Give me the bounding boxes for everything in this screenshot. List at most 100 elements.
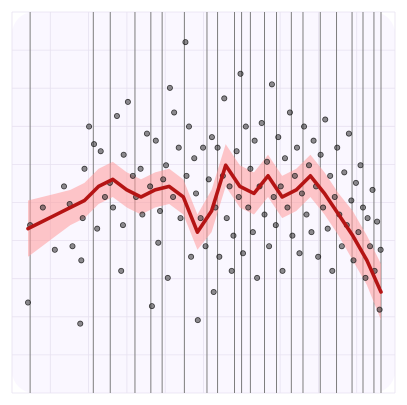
data-point bbox=[268, 81, 275, 88]
data-point bbox=[155, 239, 162, 246]
data-point bbox=[139, 211, 146, 218]
data-point bbox=[263, 158, 270, 165]
data-point bbox=[284, 204, 291, 211]
data-point bbox=[301, 123, 308, 130]
data-point bbox=[235, 193, 242, 200]
data-point bbox=[110, 204, 117, 211]
data-point bbox=[303, 211, 310, 218]
data-point bbox=[320, 204, 327, 211]
data-point bbox=[310, 137, 317, 144]
data-point bbox=[362, 274, 369, 281]
data-point bbox=[322, 116, 329, 123]
data-point bbox=[120, 151, 127, 158]
data-point bbox=[377, 246, 384, 253]
data-point bbox=[270, 193, 277, 200]
data-point bbox=[261, 211, 268, 218]
data-point bbox=[315, 253, 322, 260]
data-point bbox=[350, 257, 357, 264]
data-point bbox=[210, 288, 217, 295]
data-point bbox=[124, 98, 131, 105]
data-point bbox=[364, 215, 371, 222]
data-point bbox=[230, 232, 237, 239]
data-point bbox=[77, 320, 84, 327]
data-point bbox=[233, 148, 240, 155]
data-point bbox=[166, 84, 173, 91]
data-point bbox=[329, 267, 336, 274]
data-point bbox=[208, 134, 215, 141]
data-point bbox=[164, 274, 171, 281]
data-point bbox=[152, 137, 159, 144]
data-point bbox=[355, 229, 362, 236]
data-point bbox=[254, 274, 261, 281]
data-point bbox=[242, 123, 249, 130]
data-point bbox=[286, 109, 293, 116]
data-point bbox=[289, 232, 296, 239]
data-point bbox=[175, 144, 182, 151]
data-point bbox=[202, 243, 209, 250]
data-point bbox=[216, 253, 223, 260]
data-point bbox=[148, 303, 155, 310]
data-point bbox=[317, 151, 324, 158]
data-point bbox=[293, 144, 300, 151]
data-point bbox=[281, 155, 288, 162]
data-point bbox=[214, 144, 221, 151]
data-point bbox=[298, 190, 305, 197]
trend-line bbox=[26, 163, 383, 294]
data-point bbox=[171, 109, 178, 116]
data-point bbox=[97, 148, 104, 155]
data-point bbox=[228, 267, 235, 274]
data-point bbox=[185, 123, 192, 130]
data-point bbox=[352, 179, 359, 186]
data-point bbox=[266, 243, 273, 250]
data-point bbox=[86, 123, 93, 130]
data-point bbox=[78, 257, 85, 264]
data-point bbox=[275, 134, 282, 141]
data-point bbox=[251, 137, 258, 144]
data-point bbox=[341, 169, 348, 176]
data-point bbox=[272, 222, 279, 229]
data-point bbox=[221, 95, 228, 102]
data-point bbox=[237, 70, 244, 77]
data-point bbox=[279, 267, 286, 274]
data-point bbox=[374, 218, 381, 225]
data-point bbox=[193, 190, 200, 197]
data-point bbox=[170, 193, 177, 200]
data-point bbox=[194, 317, 201, 324]
data-point bbox=[305, 162, 312, 169]
data-point bbox=[188, 253, 195, 260]
data-point bbox=[39, 204, 46, 211]
data-point bbox=[183, 172, 190, 179]
data-point bbox=[51, 246, 58, 253]
data-point bbox=[324, 225, 331, 232]
data-point bbox=[91, 141, 98, 148]
data-point bbox=[197, 215, 204, 222]
data-point bbox=[357, 162, 364, 169]
data-point bbox=[338, 243, 345, 250]
data-point bbox=[143, 130, 150, 137]
data-point bbox=[367, 243, 374, 250]
data-point bbox=[249, 229, 256, 236]
data-point bbox=[81, 165, 88, 172]
data-point bbox=[359, 204, 366, 211]
data-point bbox=[79, 215, 86, 222]
data-point bbox=[205, 176, 212, 183]
data-point bbox=[163, 162, 170, 169]
data-point bbox=[308, 229, 315, 236]
confidence-band bbox=[28, 144, 381, 321]
data-point bbox=[200, 144, 207, 151]
data-point bbox=[334, 144, 341, 151]
data-point bbox=[61, 183, 68, 190]
data-point bbox=[94, 225, 101, 232]
data-point bbox=[113, 113, 120, 120]
data-point bbox=[119, 222, 126, 229]
data-point bbox=[177, 215, 184, 222]
data-point bbox=[147, 183, 154, 190]
data-point bbox=[327, 172, 334, 179]
data-point bbox=[226, 183, 233, 190]
data-point bbox=[376, 306, 383, 313]
data-point bbox=[223, 215, 230, 222]
data-point bbox=[118, 267, 125, 274]
data-point bbox=[245, 204, 252, 211]
